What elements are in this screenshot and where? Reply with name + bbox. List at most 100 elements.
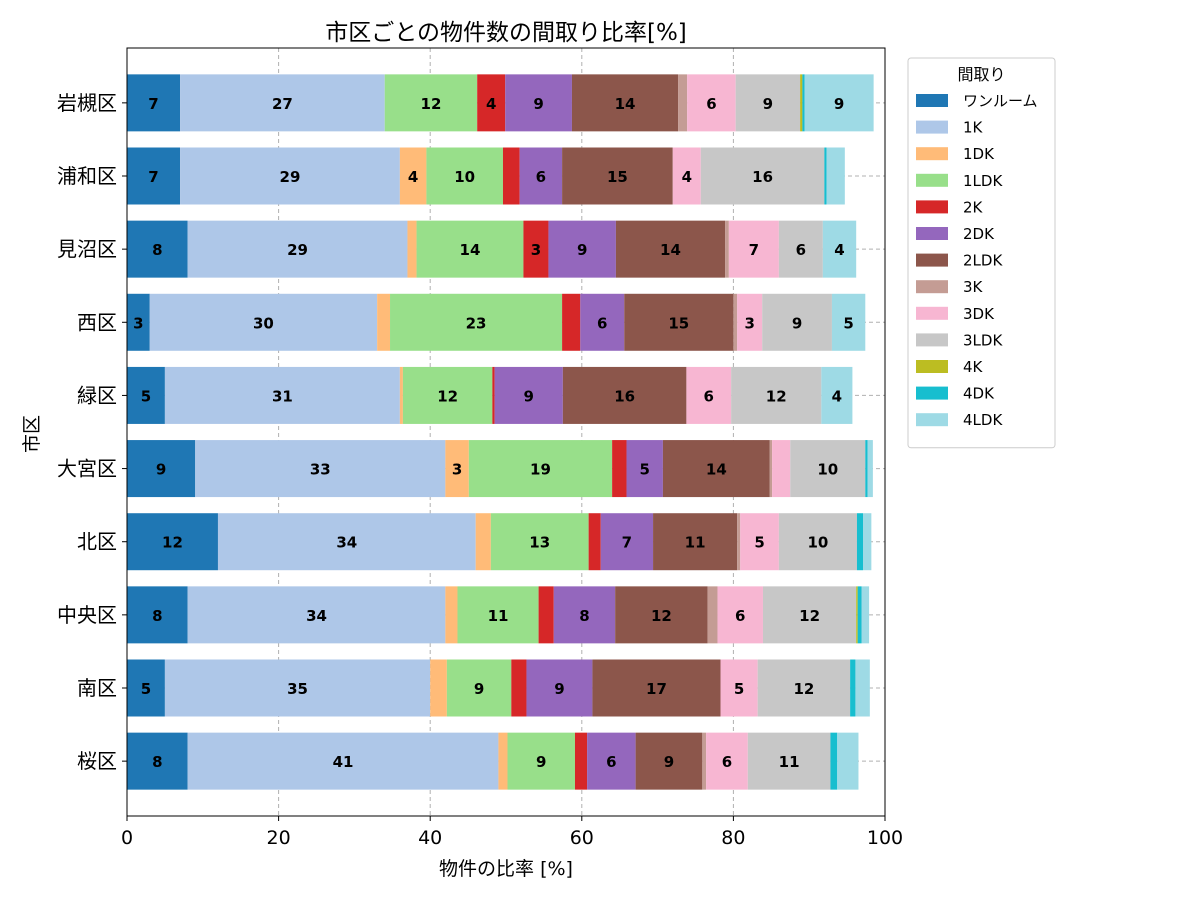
y-tick-label: 大宮区: [57, 457, 117, 481]
x-tick-label: 100: [867, 827, 903, 849]
bar-value-label: 6: [722, 753, 732, 771]
bar-value-label: 4: [408, 168, 418, 186]
bar-segment: [399, 366, 403, 424]
x-tick-label: 0: [121, 827, 133, 849]
bar-value-label: 16: [614, 387, 635, 405]
bar-segment: [830, 732, 838, 790]
legend-entry: 2K: [963, 198, 984, 216]
bar-segment: [187, 586, 446, 644]
bar-value-label: 9: [834, 95, 844, 113]
bar-value-label: 4: [834, 241, 844, 259]
bar-value-label: 3: [452, 461, 462, 479]
bar-segment: [856, 586, 858, 644]
bar-segment: [707, 586, 718, 644]
bar-segment: [804, 74, 874, 132]
bar-segment: [733, 293, 738, 351]
bar-value-label: 8: [152, 607, 162, 625]
bar-value-label: 10: [454, 168, 475, 186]
bar-segment: [505, 74, 572, 132]
bar-segment: [180, 74, 385, 132]
legend-entry: 4DK: [963, 385, 995, 403]
bar-segment: [384, 74, 478, 132]
bar-segment: [127, 659, 165, 717]
bar-value-label: 9: [156, 461, 166, 479]
bar-value-label: 14: [660, 241, 681, 259]
legend-entry: 3DK: [963, 305, 995, 323]
bar-value-label: 8: [152, 753, 162, 771]
bar-value-label: 4: [486, 95, 496, 113]
bar-value-label: 4: [832, 387, 842, 405]
bar-segment: [507, 732, 575, 790]
bar-segment: [457, 586, 539, 644]
bar-value-label: 12: [421, 95, 442, 113]
bar-segment: [390, 293, 563, 351]
bar-segment: [728, 220, 779, 278]
legend-swatch: [916, 386, 948, 400]
bar-value-label: 30: [253, 314, 274, 332]
bar-segment: [700, 147, 825, 205]
bar-segment: [856, 513, 864, 571]
legend-swatch: [916, 360, 948, 373]
bar-segment: [580, 293, 625, 351]
bar-segment: [523, 220, 549, 278]
bar-segment: [821, 366, 853, 424]
legend-swatch: [916, 280, 948, 294]
bar-value-label: 35: [287, 680, 308, 698]
legend-swatch: [916, 200, 948, 214]
bar-segment: [446, 659, 512, 717]
bar-value-label: 12: [766, 387, 787, 405]
bar-value-label: 31: [272, 387, 293, 405]
legend-swatch: [916, 413, 948, 427]
y-tick-label: 桜区: [77, 749, 117, 773]
bar-value-label: 5: [843, 314, 853, 332]
bar-segment: [468, 440, 613, 498]
bar-segment: [127, 147, 181, 205]
legend-swatch: [916, 227, 948, 240]
bar-segment: [735, 74, 801, 132]
legend-entry: ワンルーム: [963, 92, 1038, 110]
legend-entry: 3K: [963, 278, 984, 296]
bar-value-label: 12: [793, 680, 814, 698]
legend-swatch: [916, 120, 948, 134]
plot-frame: [126, 47, 886, 817]
bar-segment: [600, 513, 654, 571]
bar-segment: [187, 220, 408, 278]
bar-segment: [837, 732, 859, 790]
bar-segment: [635, 732, 703, 790]
bar-segment: [553, 586, 616, 644]
bar-segment: [850, 659, 856, 717]
x-tick-label: 20: [267, 827, 291, 849]
bar-value-label: 13: [529, 534, 550, 552]
bar-value-label: 9: [664, 753, 674, 771]
bar-value-label: 41: [333, 753, 354, 771]
bar-value-label: 6: [704, 387, 714, 405]
bar-segment: [127, 586, 188, 644]
bar-value-label: 5: [141, 680, 151, 698]
y-tick-label: 南区: [77, 676, 117, 700]
bar-value-label: 9: [763, 95, 773, 113]
bar-value-label: 9: [533, 95, 543, 113]
bar-segment: [790, 440, 866, 498]
y-tick-label: 緑区: [77, 383, 117, 407]
y-tick-label: 西区: [77, 310, 117, 334]
bar-value-label: 5: [141, 387, 151, 405]
bar-segment: [430, 659, 447, 717]
y-tick-label: 浦和区: [57, 164, 117, 188]
bar-segment: [399, 147, 427, 205]
bar-value-label: 5: [754, 534, 764, 552]
bar-value-label: 19: [530, 461, 551, 479]
bar-segment: [498, 732, 508, 790]
legend-swatch: [916, 94, 948, 107]
bar-segment: [720, 659, 758, 717]
bar-segment: [737, 513, 741, 571]
bar-value-label: 10: [817, 461, 838, 479]
bar-segment: [687, 74, 736, 132]
bar-segment: [180, 147, 400, 205]
x-tick-label: 80: [721, 827, 745, 849]
bar-segment: [865, 440, 868, 498]
bar-segment: [127, 440, 196, 498]
bar-value-label: 6: [597, 314, 607, 332]
bar-value-label: 9: [577, 241, 587, 259]
x-tick-label: 60: [570, 827, 594, 849]
bar-segment: [217, 513, 476, 571]
